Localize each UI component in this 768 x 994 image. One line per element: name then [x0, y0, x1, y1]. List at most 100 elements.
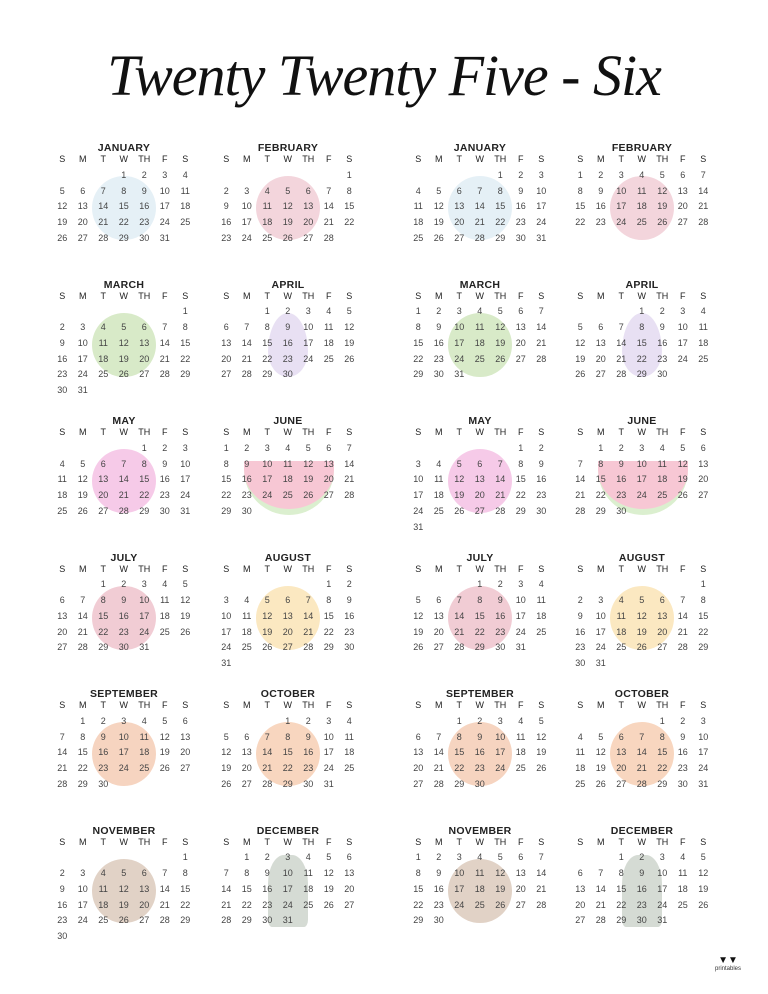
day-cell: 23: [241, 490, 252, 501]
day-cell: 12: [344, 322, 355, 333]
weekday-header: W: [283, 836, 293, 847]
weekday-header: S: [182, 563, 189, 574]
day-cell: 8: [598, 458, 604, 469]
day-cell: 30: [57, 931, 68, 942]
day-cell: 14: [344, 458, 355, 469]
day-cell: 23: [303, 763, 314, 774]
month-january: JANUARY S M T W TH F S 1 2 3 4 5 6 7 8 9 10 11 12 13 14 15 16 17…: [52, 142, 196, 272]
day-cell: 18: [282, 474, 293, 485]
day-cell: 28: [262, 778, 273, 789]
weekday-header: TH: [656, 154, 669, 164]
weekday-header: S: [538, 427, 545, 437]
maple-leaf-icon: [448, 722, 512, 786]
day-cell: 31: [454, 369, 465, 380]
day-cell: 1: [415, 852, 421, 863]
day-cell: 2: [59, 868, 65, 879]
day-cell: 21: [98, 217, 109, 228]
day-cell: 12: [303, 458, 314, 469]
weekday-header: W: [475, 154, 485, 164]
day-cell: 20: [433, 626, 444, 637]
weekday-header: S: [223, 563, 230, 574]
day-cell: 14: [118, 474, 129, 485]
day-cell: 21: [159, 353, 170, 364]
day-cell: 27: [241, 778, 252, 789]
day-cell: 18: [241, 626, 252, 637]
day-cell: 26: [180, 626, 191, 637]
day-cell: 12: [221, 747, 232, 758]
day-cell: 28: [677, 642, 688, 653]
day-cell: 23: [98, 763, 109, 774]
day-cell: 14: [262, 747, 273, 758]
day-cell: 11: [413, 201, 423, 212]
day-cell: 26: [636, 642, 647, 653]
weekday-header: S: [538, 290, 545, 301]
day-cell: 27: [77, 232, 88, 243]
day-cell: 16: [636, 883, 647, 894]
empty-cell: [591, 304, 612, 320]
weekday-header: T: [264, 563, 271, 574]
day-cell: 1: [80, 715, 86, 726]
day-cell: 9: [497, 595, 503, 606]
day-cell: 16: [595, 201, 606, 212]
day-cell: 15: [515, 474, 526, 485]
hearts-icon: [256, 176, 320, 240]
empty-cell: [611, 304, 632, 320]
day-cell: 3: [162, 169, 168, 180]
weekday-header: T: [100, 700, 107, 710]
empty-cell: [52, 168, 73, 184]
day-cell: 14: [536, 868, 547, 879]
day-grid: S M T W TH F S 1 2 3 4 5 6 7 8 9 10 11 12 13 14 15 16 17 18 19 20 2…: [52, 698, 196, 793]
day-cell: 28: [77, 642, 88, 653]
day-cell: 15: [98, 610, 109, 621]
empty-cell: [73, 850, 94, 866]
day-cell: 14: [221, 883, 232, 894]
day-cell: 6: [518, 852, 524, 863]
day-cell: 2: [477, 715, 483, 726]
day-grid: S M T W TH F S 1 2 3 4 5 6 7 8 9 10 11 12 13 14 15 16 17 18 19 20 2…: [52, 152, 196, 247]
day-cell: 15: [221, 474, 232, 485]
empty-cell: [216, 168, 237, 184]
day-grid: S M T W TH F S 1 2 3 4 5 6 7 8 9 10 11 12 13 14 15 16 17 18 19 20 2…: [570, 835, 714, 930]
day-cell: 21: [616, 353, 627, 364]
month-name: MARCH: [459, 278, 501, 291]
day-cell: 10: [413, 474, 424, 485]
day-cell: 9: [223, 201, 229, 212]
day-cell: 3: [223, 595, 229, 606]
day-cell: 17: [657, 883, 668, 894]
day-cell: 30: [536, 505, 547, 516]
day-cell: 1: [700, 579, 706, 590]
day-cell: 11: [657, 458, 667, 469]
day-cell: 6: [80, 185, 86, 196]
day-cell: 17: [139, 610, 150, 621]
day-cell: 2: [436, 852, 442, 863]
month-august: AUGUST S M T W TH F S 1 2 3 4 5 6 7 8 9 10 11 12 13 14 15 16 17 1…: [570, 552, 714, 682]
weekday-header: F: [680, 154, 686, 164]
month-name: JUNE: [627, 415, 657, 427]
day-cell: 9: [100, 731, 106, 742]
day-cell: 6: [346, 852, 352, 863]
day-cell: 30: [262, 915, 273, 926]
weekday-header: F: [518, 154, 524, 164]
day-cell: 9: [121, 595, 127, 606]
weekday-header: S: [223, 836, 230, 847]
day-cell: 23: [616, 490, 627, 501]
day-cell: 16: [515, 201, 526, 212]
weekday-header: S: [223, 290, 230, 301]
day-cell: 10: [262, 458, 273, 469]
day-cell: 18: [657, 474, 668, 485]
day-cell: 6: [518, 306, 524, 317]
day-cell: 21: [536, 883, 547, 894]
day-cell: 22: [595, 490, 606, 501]
day-cell: 19: [159, 747, 170, 758]
day-cell: 7: [538, 306, 544, 317]
day-cell: 29: [77, 778, 88, 789]
empty-cell: [570, 577, 591, 593]
day-cell: 29: [139, 505, 150, 516]
weekday-header: S: [577, 563, 584, 574]
day-cell: 24: [413, 505, 424, 516]
day-cell: 25: [241, 642, 252, 653]
day-cell: 26: [282, 232, 293, 243]
day-cell: 12: [413, 610, 424, 621]
month-name: MAY: [112, 415, 136, 427]
empty-cell: [52, 714, 73, 730]
